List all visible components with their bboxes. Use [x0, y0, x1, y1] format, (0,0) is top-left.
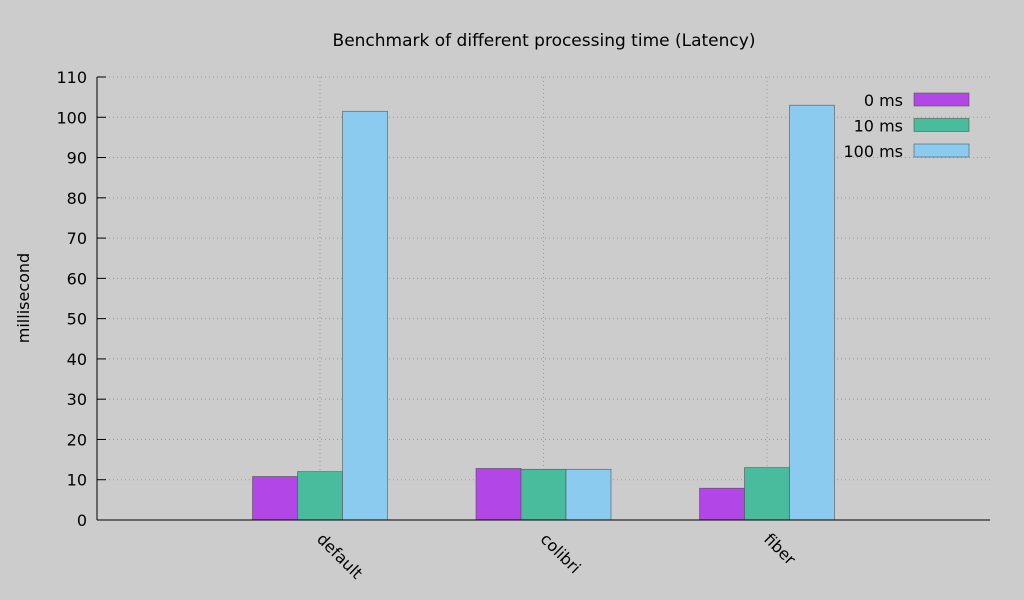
- category-labels: default colibri fiber: [313, 529, 800, 582]
- y-tick-label: 10: [67, 471, 87, 490]
- y-tick-label: 90: [67, 149, 87, 168]
- y-tick-label: 70: [67, 229, 87, 248]
- legend-swatch: [913, 92, 970, 107]
- y-tick-label: 40: [67, 350, 87, 369]
- legend-swatch: [913, 118, 970, 132]
- legend-label: 10 ms: [854, 117, 903, 136]
- bar-default-2: [342, 110, 388, 521]
- bar-fiber-0: [699, 487, 745, 521]
- x-category-label: default: [313, 529, 366, 582]
- y-tick-label: 60: [67, 269, 87, 288]
- y-tick-label: 100: [56, 108, 87, 127]
- y-tick-label: 20: [67, 430, 87, 449]
- ticks-layer: 0 10 20 30 40 50 60 70 80 90 100 110: [56, 68, 106, 530]
- bar-colibri-1: [520, 468, 567, 521]
- legend-label: 100 ms: [843, 142, 903, 161]
- bar-default-0: [252, 476, 298, 521]
- y-tick-label: 30: [67, 390, 87, 409]
- legend-swatch: [913, 143, 970, 158]
- legend-label: 0 ms: [864, 91, 903, 110]
- bar-colibri-2: [565, 468, 612, 521]
- bars-layer: [252, 104, 835, 521]
- x-category-label: fiber: [760, 529, 800, 569]
- y-tick-label: 80: [67, 189, 87, 208]
- legend: 0 ms 10 ms 100 ms: [843, 91, 970, 161]
- bar-fiber-2: [789, 104, 835, 521]
- y-tick-label: 0: [77, 511, 87, 530]
- bar-default-1: [297, 471, 343, 521]
- axes-layer: [96, 77, 990, 521]
- grid-layer: [97, 76, 990, 520]
- chart-title: Benchmark of different processing time (…: [333, 31, 756, 51]
- y-tick-label: 110: [56, 68, 87, 87]
- y-axis-label: millisecond: [14, 253, 33, 343]
- y-tick-label: 50: [67, 310, 87, 329]
- bar-colibri-0: [475, 468, 522, 521]
- bar-fiber-1: [744, 467, 790, 521]
- x-category-label: colibri: [537, 529, 585, 577]
